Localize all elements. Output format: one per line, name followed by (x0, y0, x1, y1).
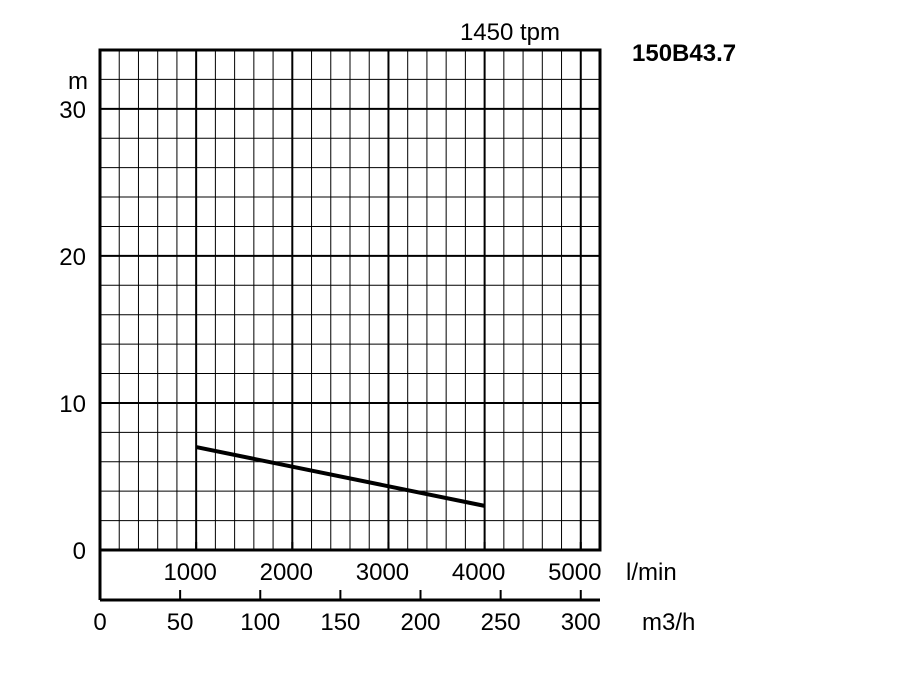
axes (98, 48, 602, 602)
x-secondary-tick-label: 200 (400, 609, 440, 636)
x-secondary-tick-label: 300 (561, 609, 601, 636)
y-tick-label: 0 (73, 538, 86, 565)
pump-curve-line (195, 445, 486, 508)
x-secondary-tick-label: 100 (240, 609, 280, 636)
x-secondary-unit: m3/h (642, 609, 695, 636)
x-primary-tick-label: 1000 (163, 559, 216, 586)
series-group (195, 445, 486, 508)
speed-label: 1450 tpm (460, 19, 560, 46)
x-secondary-tick-labels: 0 50 100 150 200 250 300 (93, 609, 600, 636)
x-primary-tick-label: 2000 (260, 559, 313, 586)
x-primary-tick-labels: 1000 2000 3000 4000 5000 (163, 559, 601, 586)
y-tick-label: 30 (59, 97, 86, 124)
x-secondary-tick-label: 0 (93, 609, 106, 636)
x-secondary-tick-label: 50 (167, 609, 194, 636)
x-primary-tick-label: 3000 (356, 559, 409, 586)
y-tick-label: 20 (59, 244, 86, 271)
grid-minor (100, 50, 600, 550)
y-tick-label: 10 (59, 391, 86, 418)
x-primary-unit: l/min (626, 559, 677, 586)
y-axis-unit: m (68, 68, 88, 95)
x-primary-tick-label: 5000 (548, 559, 601, 586)
model-label: 150B43.7 (632, 40, 736, 67)
y-tick-labels: 0 10 20 30 (59, 97, 86, 565)
x-primary-tick-label: 4000 (452, 559, 505, 586)
plot-frame (98, 48, 602, 552)
x-secondary-tick-label: 250 (481, 609, 521, 636)
x-secondary-tick-label: 150 (320, 609, 360, 636)
